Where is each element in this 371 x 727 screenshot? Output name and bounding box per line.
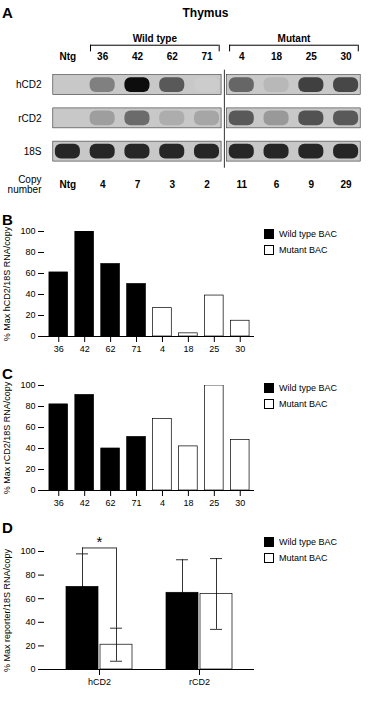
svg-text:3: 3 [169, 179, 175, 190]
svg-text:71: 71 [132, 344, 142, 354]
svg-text:40: 40 [25, 617, 35, 627]
svg-text:0: 0 [30, 331, 35, 341]
svg-text:Ntg: Ntg [60, 179, 77, 190]
svg-text:9: 9 [309, 179, 315, 190]
svg-text:71: 71 [132, 498, 142, 508]
html-text:B: B [2, 211, 13, 228]
svg-text:20: 20 [25, 310, 35, 320]
html-text:C: C [2, 365, 13, 382]
svg-text:30: 30 [235, 344, 245, 354]
svg-text:4: 4 [160, 344, 165, 354]
svg-text:Ntg: Ntg [60, 51, 77, 62]
svg-text:20: 20 [25, 641, 35, 651]
html-text:Wild type BAC: Wild type BAC [279, 383, 337, 393]
svg-text:hCD2: hCD2 [88, 677, 111, 687]
svg-text:29: 29 [341, 179, 353, 190]
svg-text:80: 80 [25, 247, 35, 257]
svg-text:7: 7 [135, 179, 141, 190]
svg-text:% Max rCD2/18S RNA/copy: % Max rCD2/18S RNA/copy [2, 381, 12, 494]
html-text:Mutant BAC: Mutant BAC [279, 245, 328, 255]
svg-text:0: 0 [30, 664, 35, 674]
svg-text:rCD2: rCD2 [189, 677, 210, 687]
svg-text:11: 11 [236, 179, 247, 190]
html-text:Thymus: Thymus [182, 6, 229, 20]
svg-text:25: 25 [306, 51, 318, 62]
svg-text:6: 6 [274, 179, 280, 190]
svg-text:18: 18 [271, 51, 283, 62]
svg-text:% Max reporter/18S RNA/copy: % Max reporter/18S RNA/copy [2, 548, 12, 672]
svg-text:20: 20 [25, 464, 35, 474]
svg-text:4: 4 [160, 498, 165, 508]
svg-text:100: 100 [20, 380, 35, 390]
svg-text:Mutant: Mutant [278, 33, 311, 44]
html-text:Wild type BAC: Wild type BAC [279, 229, 337, 239]
svg-text:80: 80 [25, 570, 35, 580]
svg-text:hCD2: hCD2 [16, 79, 42, 90]
svg-text:60: 60 [25, 422, 35, 432]
svg-text:Copynumber: Copynumber [8, 174, 43, 195]
svg-text:30: 30 [341, 51, 353, 62]
svg-text:30: 30 [235, 498, 245, 508]
svg-text:25: 25 [209, 498, 219, 508]
svg-text:40: 40 [25, 443, 35, 453]
svg-text:18: 18 [183, 498, 193, 508]
svg-text:18: 18 [183, 344, 193, 354]
svg-text:71: 71 [201, 51, 213, 62]
svg-text:80: 80 [25, 401, 35, 411]
svg-text:2: 2 [204, 179, 210, 190]
html-text:Mutant BAC: Mutant BAC [279, 399, 328, 409]
svg-text:Wild type: Wild type [133, 33, 178, 44]
html-text:A: A [2, 4, 13, 21]
svg-text:4: 4 [100, 179, 106, 190]
svg-text:40: 40 [25, 289, 35, 299]
svg-text:62: 62 [167, 51, 179, 62]
svg-text:rCD2: rCD2 [18, 113, 42, 124]
svg-text:62: 62 [106, 344, 116, 354]
svg-text:36: 36 [97, 51, 109, 62]
svg-text:4: 4 [239, 51, 245, 62]
svg-text:42: 42 [80, 344, 90, 354]
svg-text:42: 42 [132, 51, 144, 62]
svg-text:100: 100 [20, 546, 35, 556]
svg-text:% Max hCD2/18S RNA/copy: % Max hCD2/18S RNA/copy [2, 226, 12, 341]
svg-text:36: 36 [54, 498, 64, 508]
svg-text:25: 25 [209, 344, 219, 354]
svg-text:36: 36 [54, 344, 64, 354]
svg-text:42: 42 [80, 498, 90, 508]
svg-text:0: 0 [30, 485, 35, 495]
svg-text:60: 60 [25, 268, 35, 278]
svg-text:*: * [97, 533, 103, 550]
svg-text:100: 100 [20, 226, 35, 236]
svg-text:60: 60 [25, 594, 35, 604]
svg-text:62: 62 [106, 498, 116, 508]
html-text:D: D [2, 519, 13, 536]
html-text:Mutant BAC: Mutant BAC [279, 553, 328, 563]
html-text:Wild type BAC: Wild type BAC [279, 537, 337, 547]
svg-text:18S: 18S [24, 146, 42, 157]
